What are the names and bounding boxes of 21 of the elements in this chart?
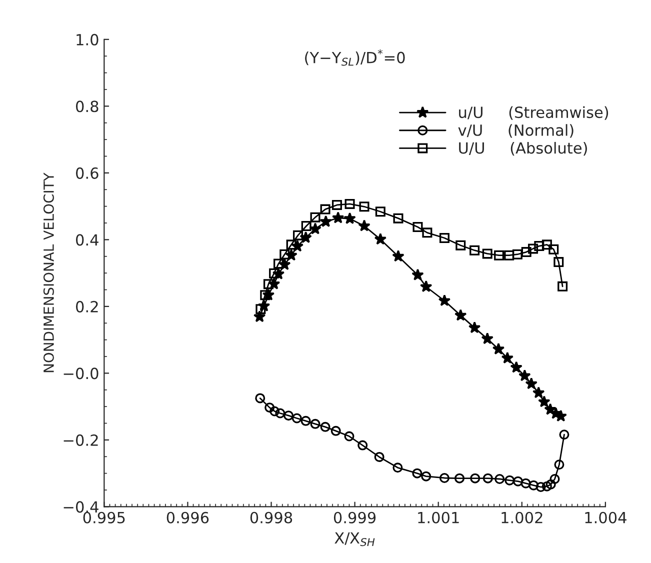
y-tick-label: −0.2: [64, 434, 98, 446]
x-tick-label: 0.998: [250, 512, 292, 524]
y-tick-label: −0.4: [64, 501, 98, 513]
x-axis-title: X/X$_{SH}$: [334, 532, 375, 546]
y-tick-label: 0.4: [76, 234, 98, 246]
x-tick-label: 1.004: [585, 512, 626, 524]
x-tick-label: 0.999: [334, 512, 376, 524]
legend-label: U/U (Absolute): [459, 142, 587, 156]
annotation: (Y−Y$_{SL}$)/D$^{*}$=0: [305, 49, 405, 66]
x-tick-label: 1.001: [418, 512, 459, 524]
y-tick-label: 0.8: [76, 100, 98, 112]
y-tick-label: 1.0: [76, 34, 98, 46]
y-axis-title: NONDIMENSIONAL VELOCITY: [43, 172, 54, 372]
y-tick-label: −0.0: [64, 368, 98, 380]
x-tick-label: 1.002: [502, 512, 542, 524]
y-tick-label: 0.2: [76, 300, 98, 312]
legend-label: v/U (Normal): [458, 124, 574, 138]
y-tick-label: 0.6: [76, 167, 98, 179]
x-tick-label: 0.995: [83, 512, 125, 524]
legend-label: u/U (Streamwise): [459, 106, 608, 120]
x-tick-label: 0.996: [166, 512, 209, 524]
